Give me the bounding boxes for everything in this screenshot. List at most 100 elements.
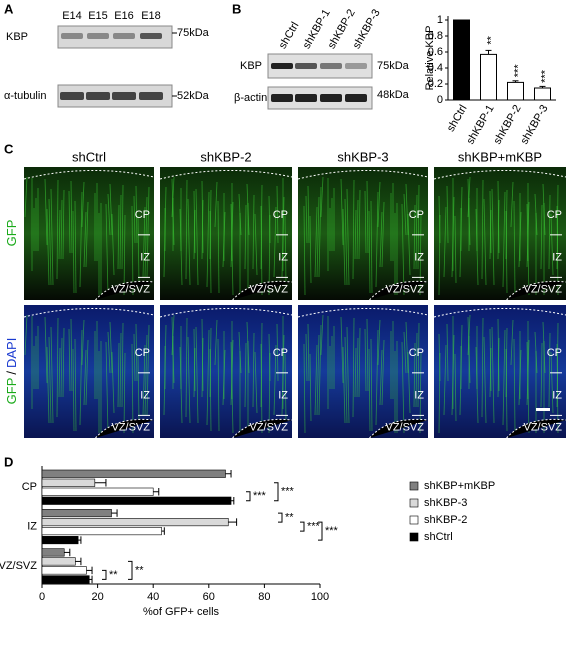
fiber — [417, 322, 420, 408]
fiber — [314, 344, 318, 416]
fiber — [548, 332, 551, 408]
fiber — [68, 328, 71, 392]
fiber — [526, 203, 530, 296]
micrograph — [160, 305, 292, 438]
fiber — [401, 203, 405, 296]
significance: *** — [512, 64, 524, 78]
legend-swatch — [409, 532, 419, 542]
band — [86, 92, 110, 100]
fiber — [497, 318, 500, 392]
fiber — [230, 203, 234, 296]
x-tick-label: 100 — [311, 591, 329, 603]
fiber — [356, 199, 359, 260]
region-label: IZ — [140, 251, 150, 263]
y-tick-label: CP — [22, 481, 37, 493]
fiber — [137, 215, 140, 284]
fiber — [135, 323, 138, 382]
region-label: CP — [547, 347, 562, 359]
panel-letter: B — [232, 1, 241, 16]
fiber — [105, 341, 109, 434]
fiber — [381, 201, 385, 268]
band — [345, 63, 367, 69]
fiber — [377, 181, 381, 228]
fiber — [510, 181, 514, 228]
region-label: CP — [409, 347, 424, 359]
fiber — [260, 205, 263, 296]
fiber — [109, 183, 113, 236]
fiber — [307, 185, 310, 244]
fiber — [354, 347, 357, 398]
band — [139, 92, 163, 100]
fiber — [133, 195, 136, 244]
fiber — [119, 332, 122, 408]
fiber — [81, 181, 85, 228]
panel-d: D — [4, 454, 13, 469]
region-label: IZ — [552, 251, 562, 263]
fiber — [368, 210, 371, 294]
fiber — [171, 178, 175, 246]
bar — [480, 53, 497, 101]
fiber — [491, 326, 495, 424]
fiber — [131, 343, 134, 434]
fiber — [316, 334, 320, 416]
fiber — [193, 328, 196, 392]
fiber — [352, 317, 355, 418]
fiber — [142, 344, 146, 416]
fiber — [72, 210, 75, 294]
fiber — [381, 339, 385, 406]
region-label: VZ/SVZ — [249, 421, 288, 433]
x-axis-label: %of GFP+ cells — [143, 606, 220, 618]
fiber — [467, 176, 471, 218]
fiber — [352, 179, 355, 280]
fiber — [303, 205, 306, 296]
lane-label: shCtrl — [277, 20, 302, 51]
fiber — [48, 336, 52, 424]
panel-letter: C — [4, 141, 14, 156]
significance: ** — [109, 569, 118, 581]
fiber — [344, 336, 348, 424]
fiber — [413, 204, 416, 270]
fiber — [62, 189, 65, 260]
fiber — [44, 316, 48, 384]
fiber — [403, 331, 407, 374]
x-tick-label: 80 — [258, 591, 270, 603]
dapi-label: DAPI — [4, 338, 19, 368]
bar — [41, 518, 229, 527]
fiber — [79, 329, 83, 426]
fiber — [284, 215, 287, 284]
fiber — [142, 206, 146, 278]
fiber — [111, 351, 115, 414]
bar — [41, 557, 76, 566]
fiber — [214, 319, 218, 366]
fiber — [415, 332, 418, 408]
x-tick-label: 20 — [91, 591, 103, 603]
y-tick-label: 0 — [437, 94, 443, 106]
bar — [507, 81, 524, 101]
fiber — [46, 346, 50, 424]
fiber — [467, 314, 471, 356]
legend-label: shKBP-3 — [424, 497, 467, 509]
y-tick-label: VZ/SVZ — [0, 560, 37, 572]
fiber — [358, 327, 361, 398]
fiber — [550, 351, 554, 414]
fiber — [105, 203, 109, 296]
fiber — [214, 181, 218, 228]
fiber — [403, 193, 407, 236]
fiber — [318, 186, 322, 278]
row-label: KBP — [240, 60, 262, 72]
fiber — [50, 188, 54, 286]
band — [271, 63, 293, 69]
significance-bracket — [128, 560, 133, 580]
fiber — [446, 323, 449, 382]
fiber — [56, 179, 59, 280]
fiber — [254, 213, 258, 276]
region-label: VZ/SVZ — [249, 283, 288, 295]
region-label: VZ/SVZ — [111, 421, 150, 433]
fiber — [119, 194, 122, 270]
fiber — [542, 321, 546, 374]
separator: / — [4, 371, 19, 375]
fiber — [491, 188, 495, 286]
fiber — [366, 318, 369, 392]
fiber — [556, 205, 559, 296]
